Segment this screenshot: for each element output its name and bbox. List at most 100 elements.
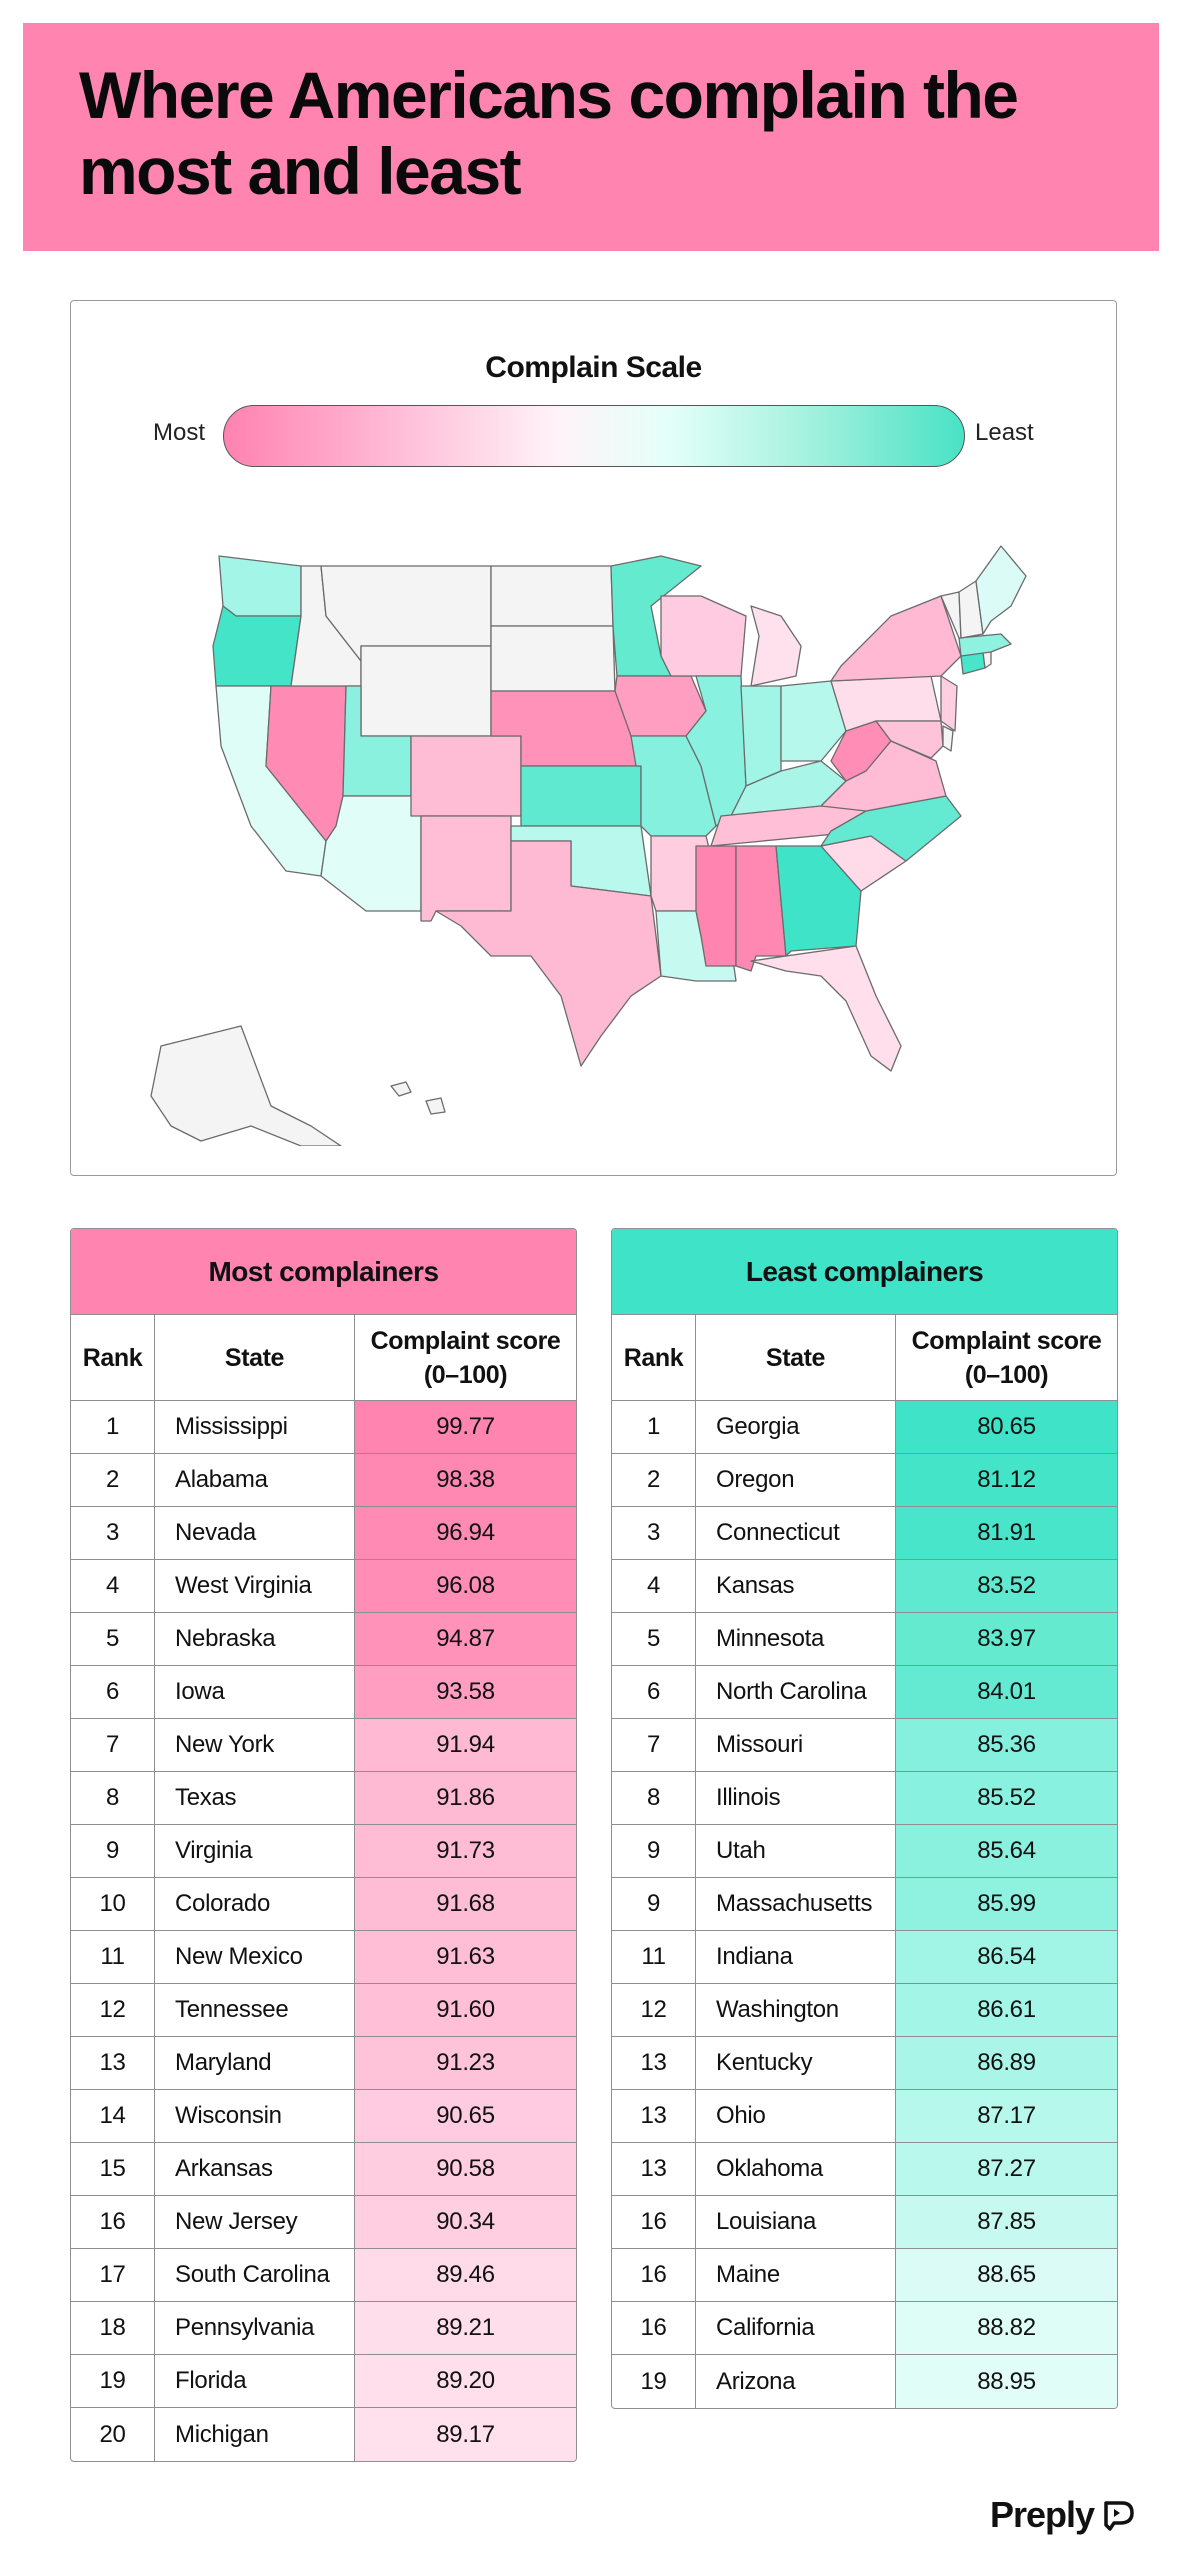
col-score-header: Complaint score (0–100) bbox=[370, 1326, 561, 1389]
score-cell: 91.86 bbox=[355, 1772, 576, 1824]
rank-cell: 2 bbox=[71, 1454, 155, 1506]
table-row: 12 Washington 86.61 bbox=[612, 1984, 1117, 2037]
table-row: 2 Oregon 81.12 bbox=[612, 1454, 1117, 1507]
score-cell: 84.01 bbox=[896, 1666, 1117, 1718]
state-cell: Illinois bbox=[696, 1772, 896, 1824]
state-cell: Ohio bbox=[696, 2090, 896, 2142]
page-title: Where Americans complain the most and le… bbox=[79, 58, 1019, 208]
rank-cell: 13 bbox=[71, 2037, 155, 2089]
rank-cell: 13 bbox=[612, 2143, 696, 2195]
score-cell: 83.97 bbox=[896, 1613, 1117, 1665]
state-colorado bbox=[410, 735, 522, 817]
table-row: 16 Maine 88.65 bbox=[612, 2249, 1117, 2302]
state-cell: Florida bbox=[155, 2355, 355, 2407]
score-cell: 88.65 bbox=[896, 2249, 1117, 2301]
score-cell: 99.77 bbox=[355, 1401, 576, 1453]
state-indiana bbox=[740, 685, 782, 787]
table-row: 16 Louisiana 87.85 bbox=[612, 2196, 1117, 2249]
rank-cell: 8 bbox=[71, 1772, 155, 1824]
score-cell: 81.91 bbox=[896, 1507, 1117, 1559]
state-north-carolina bbox=[820, 795, 962, 862]
state-iowa bbox=[614, 675, 707, 737]
state-cell: Nevada bbox=[155, 1507, 355, 1559]
table-row: 17 South Carolina 89.46 bbox=[71, 2249, 576, 2302]
state-south-dakota bbox=[490, 625, 616, 692]
rank-cell: 1 bbox=[71, 1401, 155, 1453]
score-cell: 96.94 bbox=[355, 1507, 576, 1559]
score-cell: 94.87 bbox=[355, 1613, 576, 1665]
state-oregon bbox=[212, 605, 302, 687]
least-complainers-table: Least complainers Rank State Complaint s… bbox=[611, 1228, 1118, 2409]
state-ohio bbox=[780, 680, 847, 762]
state-new-york bbox=[830, 595, 962, 682]
rank-cell: 13 bbox=[612, 2037, 696, 2089]
state-cell: Virginia bbox=[155, 1825, 355, 1877]
col-rank-header: Rank bbox=[71, 1315, 155, 1400]
us-choropleth-map bbox=[150, 545, 1027, 1146]
table-row: 15 Arkansas 90.58 bbox=[71, 2143, 576, 2196]
table-row: 13 Oklahoma 87.27 bbox=[612, 2143, 1117, 2196]
state-cell: North Carolina bbox=[696, 1666, 896, 1718]
map-card: Complain Scale Most Least bbox=[70, 300, 1117, 1176]
state-cell: Maryland bbox=[155, 2037, 355, 2089]
header-banner: Where Americans complain the most and le… bbox=[23, 23, 1159, 251]
rank-cell: 9 bbox=[612, 1825, 696, 1877]
table-row: 19 Florida 89.20 bbox=[71, 2355, 576, 2408]
scale-label-least: Least bbox=[975, 419, 1034, 446]
most-complainers-table: Most complainers Rank State Complaint sc… bbox=[70, 1228, 577, 2462]
score-cell: 80.65 bbox=[896, 1401, 1117, 1453]
state-cell: New York bbox=[155, 1719, 355, 1771]
col-score-header: Complaint score (0–100) bbox=[911, 1326, 1102, 1389]
state-cell: Kansas bbox=[696, 1560, 896, 1612]
score-cell: 93.58 bbox=[355, 1666, 576, 1718]
state-wyoming bbox=[360, 645, 492, 737]
state-maine bbox=[975, 545, 1027, 635]
rank-cell: 14 bbox=[71, 2090, 155, 2142]
state-cell: Colorado bbox=[155, 1878, 355, 1930]
state-cell: Oregon bbox=[696, 1454, 896, 1506]
rank-cell: 19 bbox=[71, 2355, 155, 2407]
state-cell: Tennessee bbox=[155, 1984, 355, 2036]
rank-cell: 16 bbox=[71, 2196, 155, 2248]
col-state-header: State bbox=[696, 1315, 896, 1400]
rank-cell: 20 bbox=[71, 2408, 155, 2461]
table-row: 8 Texas 91.86 bbox=[71, 1772, 576, 1825]
state-cell: Utah bbox=[696, 1825, 896, 1877]
rank-cell: 9 bbox=[612, 1878, 696, 1930]
rank-cell: 2 bbox=[612, 1454, 696, 1506]
state-cell: Washington bbox=[696, 1984, 896, 2036]
rank-cell: 16 bbox=[612, 2249, 696, 2301]
score-cell: 89.46 bbox=[355, 2249, 576, 2301]
score-cell: 91.94 bbox=[355, 1719, 576, 1771]
rank-cell: 6 bbox=[612, 1666, 696, 1718]
table-row: 1 Georgia 80.65 bbox=[612, 1401, 1117, 1454]
preply-logo-icon bbox=[1104, 2501, 1134, 2531]
table-row: 6 North Carolina 84.01 bbox=[612, 1666, 1117, 1719]
table-row: 12 Tennessee 91.60 bbox=[71, 1984, 576, 2037]
rank-cell: 5 bbox=[612, 1613, 696, 1665]
state-cell: Iowa bbox=[155, 1666, 355, 1718]
rank-cell: 11 bbox=[612, 1931, 696, 1983]
score-cell: 87.27 bbox=[896, 2143, 1117, 2195]
table-row: 7 Missouri 85.36 bbox=[612, 1719, 1117, 1772]
score-cell: 90.65 bbox=[355, 2090, 576, 2142]
state-cell: Pennsylvania bbox=[155, 2302, 355, 2354]
table-row: 6 Iowa 93.58 bbox=[71, 1666, 576, 1719]
table-row: 9 Virginia 91.73 bbox=[71, 1825, 576, 1878]
most-table-header: Rank State Complaint score (0–100) bbox=[71, 1315, 576, 1401]
state-alaska bbox=[150, 1025, 342, 1146]
state-cell: Arkansas bbox=[155, 2143, 355, 2195]
state-hawaii-2 bbox=[425, 1097, 446, 1115]
table-row: 5 Minnesota 83.97 bbox=[612, 1613, 1117, 1666]
state-cell: Minnesota bbox=[696, 1613, 896, 1665]
score-cell: 85.52 bbox=[896, 1772, 1117, 1824]
score-cell: 91.60 bbox=[355, 1984, 576, 2036]
score-cell: 87.17 bbox=[896, 2090, 1117, 2142]
table-row: 13 Ohio 87.17 bbox=[612, 2090, 1117, 2143]
rank-cell: 1 bbox=[612, 1401, 696, 1453]
most-table-title: Most complainers bbox=[71, 1229, 576, 1315]
table-row: 8 Illinois 85.52 bbox=[612, 1772, 1117, 1825]
state-cell: Mississippi bbox=[155, 1401, 355, 1453]
state-delaware bbox=[942, 725, 954, 752]
state-cell: Louisiana bbox=[696, 2196, 896, 2248]
